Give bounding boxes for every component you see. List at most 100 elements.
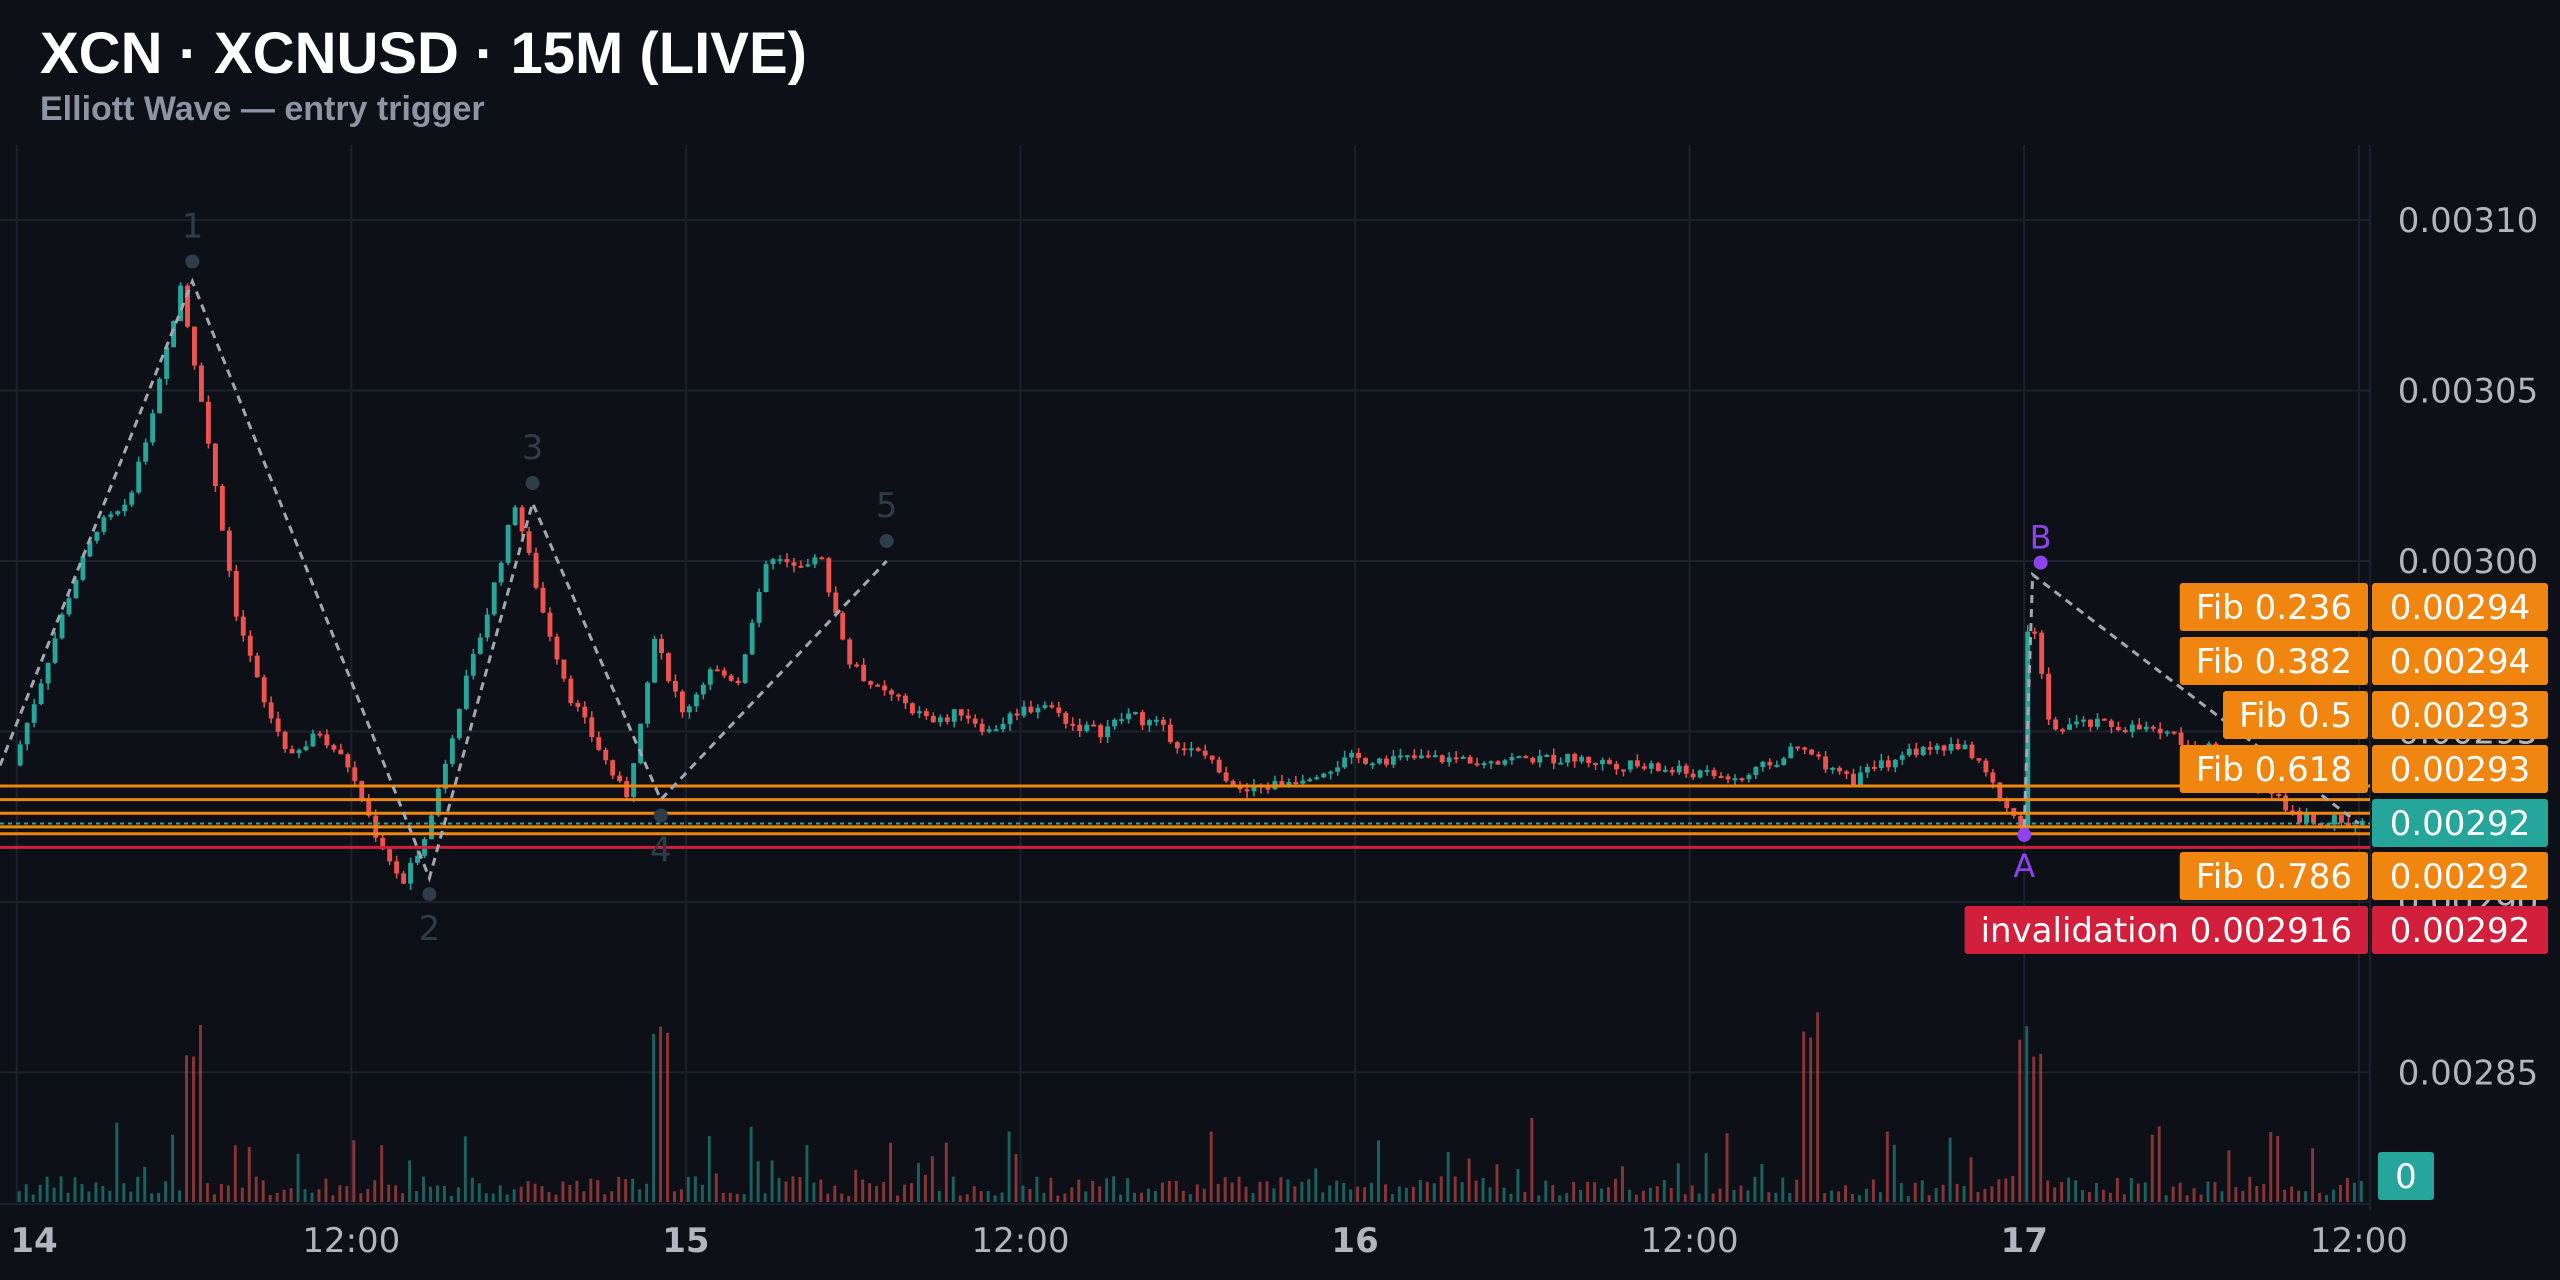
volume-bar [2122,1194,2126,1202]
volume-bar [1216,1184,1220,1202]
candle [352,761,358,788]
candle [1174,741,1180,754]
volume-bar [470,1177,474,1202]
volume-bar [1906,1195,1910,1202]
volume-bar [296,1153,300,1202]
volume-bar [1223,1177,1227,1202]
volume-bar [2359,1181,2363,1202]
volume-bar [240,1187,244,1202]
candle [129,490,135,508]
candle [491,582,497,617]
volume-bar [1551,1185,1555,1202]
candle [324,729,330,749]
candle [1669,766,1675,776]
candle [1725,773,1731,784]
candle [1474,757,1480,767]
volume-bar [442,1186,446,1202]
volume-bar [1607,1187,1610,1202]
volume-bar [1558,1195,1562,1202]
candle [1948,737,1954,754]
candle [798,560,804,569]
volume-bar [575,1180,579,1202]
volume-bar [1181,1190,1185,1202]
volume-bar [617,1176,621,1202]
time-axis[interactable]: 14 12:00 15 12:00 16 12:00 17 12:00 [10,1221,2408,1261]
candle [2171,731,2177,735]
volume-bar [233,1145,237,1202]
axis-badge [2372,906,2548,954]
volume-bar [1788,1192,1792,1202]
candle [819,556,825,560]
candle [1293,775,1299,786]
candle [1899,751,1905,765]
volume-bar [94,1182,98,1202]
volume-bar [1579,1189,1583,1202]
volume-bar [324,1178,328,1202]
candle [1335,761,1341,776]
candle [1572,752,1578,768]
candle [805,558,811,568]
volume-bar [1858,1195,1861,1202]
candle [1404,755,1410,761]
volume-bar [861,1179,865,1202]
x-tick-label: 12:00 [1641,1221,1739,1261]
volume-bar [1063,1193,1067,1202]
fib-label: Fib 0.382 0.00294 [2179,637,2548,685]
volume-bar [2185,1195,2189,1202]
volume-bar [937,1190,941,1202]
fib-label: Fib 0.5 0.00293 [2223,691,2548,739]
wave-label: 5 [876,486,898,526]
candle [1662,765,1668,773]
volume-bar [66,1192,70,1202]
volume-bar [164,1181,168,1202]
candle [24,722,30,751]
candle [1767,758,1773,770]
volume-bar [491,1193,495,1202]
volume-bar [2074,1180,2078,1202]
wave-label: A [2013,847,2035,885]
volume-bar [484,1193,488,1202]
volume-bar [1864,1188,1868,1202]
candle [1223,766,1229,783]
price-line-name: Fib 0.618 [2196,750,2352,790]
candle [547,607,553,642]
candle [1655,761,1661,772]
wave-label: B [2030,519,2052,557]
candle [1167,718,1173,744]
candle [1955,738,1961,751]
volume-bar [1425,1181,1429,1202]
volume-bar [226,1185,230,1202]
candle [2101,718,2107,721]
price-line-name: Fib 0.382 [2196,642,2352,682]
candle [1370,762,1375,770]
volume-bar [1258,1181,1262,1202]
volume-badge: 0 [2378,1152,2434,1200]
volume-bar [1816,1012,1820,1202]
candle [1390,749,1396,768]
candle [1153,716,1159,726]
volume-bar [1530,1118,1534,1202]
volume-bar [596,1180,600,1202]
candle [861,658,867,682]
candle [1544,753,1550,757]
candle [1683,763,1689,778]
volume-bar [1084,1191,1088,1202]
price-line-labels: Fib 0.236 0.00294 Fib 0.382 0.00294 Fib 0.5 0… [1964,583,2548,1200]
candle [1014,708,1020,721]
volume-bar [150,1193,154,1202]
candle [1565,753,1571,767]
x-tick-label: 17 [2001,1221,2048,1261]
volume-bar [394,1185,398,1202]
volume-bar [791,1176,795,1202]
candle [1453,750,1459,764]
volume-bar [700,1184,704,1202]
volume-bar [2199,1194,2203,1202]
candle [2150,725,2156,732]
volume-bar [1467,1158,1471,1202]
volume-bar [212,1194,216,1202]
volume-bar [1711,1193,1715,1202]
volume-bar [833,1185,837,1202]
candle [2129,720,2135,738]
volume-bar [749,1126,753,1202]
